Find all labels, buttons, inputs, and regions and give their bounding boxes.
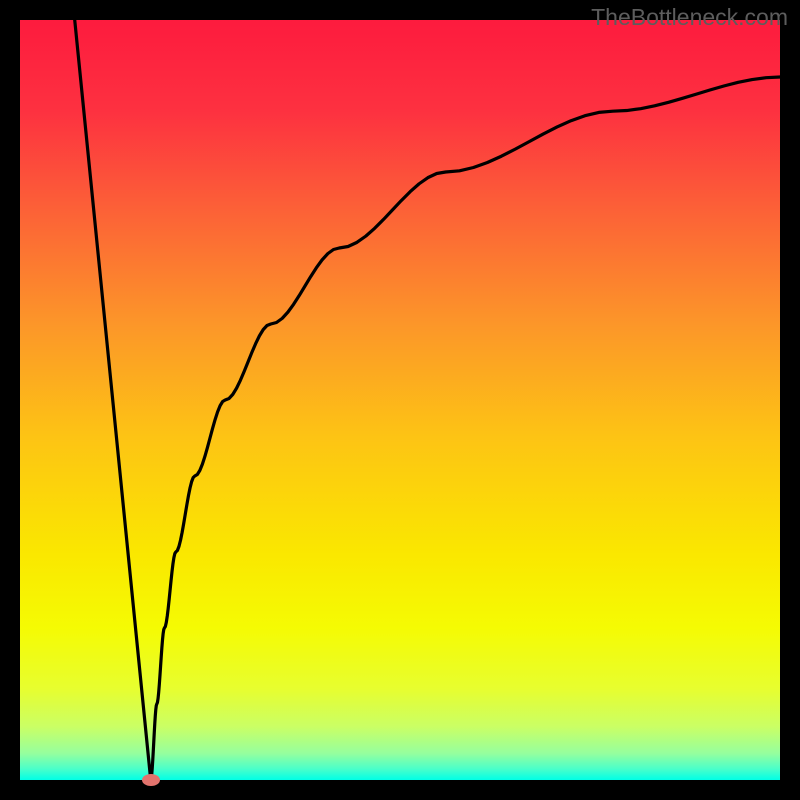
bottleneck-curve xyxy=(20,20,780,780)
optimal-point-marker xyxy=(142,774,160,786)
chart-container: TheBottleneck.com xyxy=(0,0,800,800)
plot-area xyxy=(20,20,780,780)
watermark-text: TheBottleneck.com xyxy=(591,4,788,31)
